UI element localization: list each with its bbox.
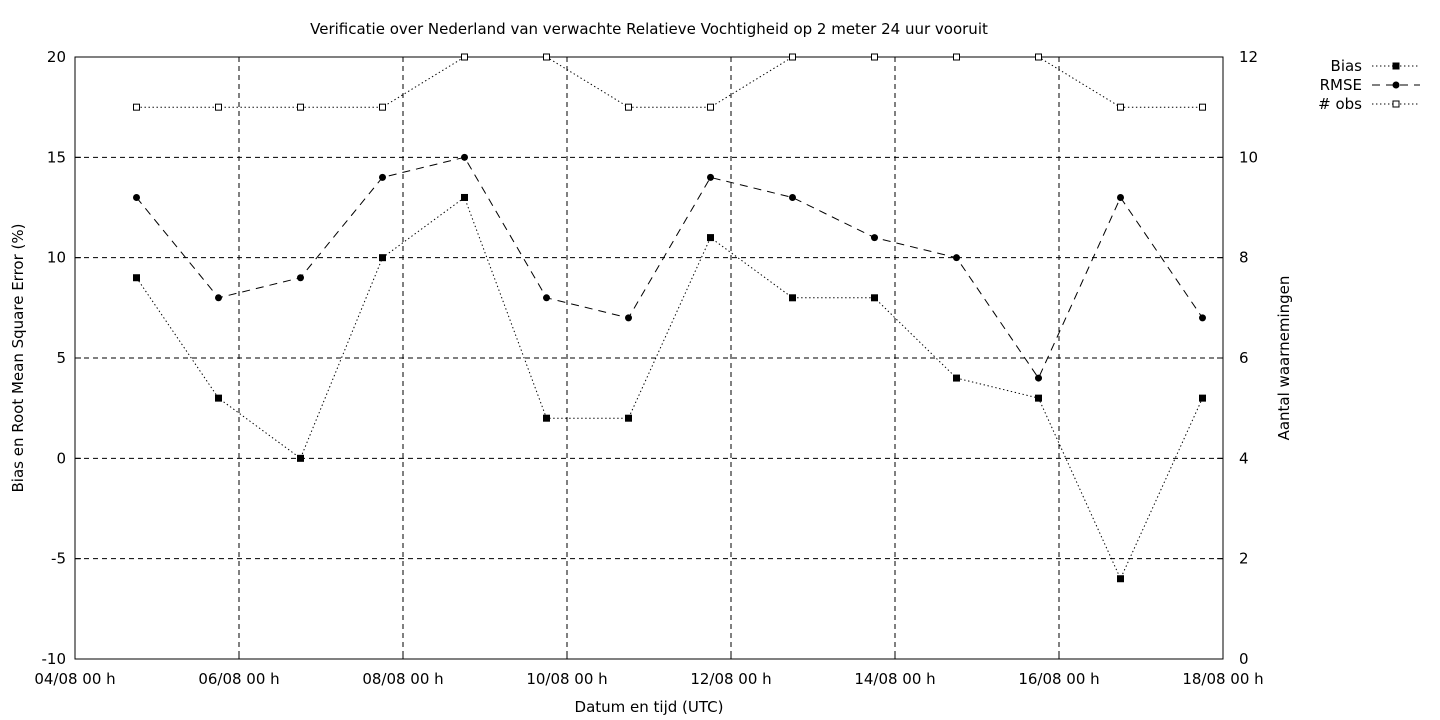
data-point-rmse	[543, 294, 550, 302]
y-tick-label: 20	[47, 48, 66, 66]
data-point-rmse	[871, 234, 878, 242]
y-tick-label: 15	[47, 148, 66, 166]
y-tick-label: 10	[47, 249, 66, 267]
data-point-obs	[543, 53, 550, 61]
x-tick-label: 04/08 00 h	[34, 670, 115, 688]
x-tick-label: 10/08 00 h	[526, 670, 607, 688]
y2-tick-label: 4	[1239, 449, 1249, 467]
data-point-bias	[543, 414, 550, 422]
series-rmse	[133, 153, 1206, 382]
data-point-rmse	[789, 193, 796, 201]
y2-tick-label: 12	[1239, 48, 1258, 66]
y2-tick-label: 8	[1239, 249, 1249, 267]
data-point-rmse	[1199, 314, 1206, 322]
data-point-rmse	[953, 254, 960, 262]
data-point-rmse	[1035, 374, 1042, 382]
data-point-rmse	[625, 314, 632, 322]
data-point-bias	[789, 294, 796, 302]
data-point-obs	[871, 53, 878, 61]
x-tick-label: 16/08 00 h	[1018, 670, 1099, 688]
data-point-bias	[1199, 394, 1206, 402]
data-point-bias	[133, 274, 140, 282]
series-layer	[133, 53, 1206, 583]
data-point-rmse	[707, 173, 714, 181]
data-point-rmse	[215, 294, 222, 302]
data-point-obs	[707, 103, 714, 111]
data-point-obs	[789, 53, 796, 61]
chart-title: Verificatie over Nederland van verwachte…	[310, 20, 988, 38]
x-axis-label: Datum en tijd (UTC)	[575, 698, 724, 716]
y2-axis-label: Aantal waarnemingen	[1275, 276, 1293, 441]
y-tick-label: 5	[56, 349, 66, 367]
series-bias	[133, 193, 1206, 583]
data-point-bias	[297, 454, 304, 462]
x-axis: 04/08 00 h 06/08 00 h 08/08 00 h 10/08 00 h…	[34, 653, 1264, 688]
x-tick-label: 12/08 00 h	[690, 670, 771, 688]
legend-marker-rmse	[1392, 81, 1400, 89]
y-tick-label: -10	[42, 650, 67, 668]
data-point-rmse	[1117, 193, 1124, 201]
data-point-bias	[215, 394, 222, 402]
legend-marker-bias	[1392, 62, 1400, 70]
legend-label-obs: # obs	[1318, 95, 1362, 113]
series-line-obs	[136, 56, 1203, 108]
data-point-obs	[1199, 103, 1206, 111]
data-point-rmse	[133, 193, 140, 201]
data-point-obs	[953, 53, 960, 61]
y2-tick-label: 6	[1239, 349, 1249, 367]
data-point-obs	[625, 103, 632, 111]
data-point-obs	[461, 53, 468, 61]
data-point-bias	[625, 414, 632, 422]
series-obs	[133, 53, 1206, 111]
data-point-bias	[1117, 575, 1124, 583]
grid	[75, 57, 1223, 659]
data-point-bias	[707, 234, 714, 242]
x-tick-label: 18/08 00 h	[1182, 670, 1263, 688]
y2-tick-label: 10	[1239, 148, 1258, 166]
y2-tick-label: 0	[1239, 650, 1249, 668]
y-axis-label: Bias en Root Mean Square Error (%)	[9, 224, 27, 493]
legend-label-rmse: RMSE	[1320, 76, 1362, 94]
data-point-obs	[1117, 103, 1124, 111]
x-tick-label: 06/08 00 h	[198, 670, 279, 688]
data-point-bias	[953, 374, 960, 382]
data-point-obs	[133, 103, 140, 111]
data-point-rmse	[379, 173, 386, 181]
data-point-bias	[871, 294, 878, 302]
x-tick-label: 08/08 00 h	[362, 670, 443, 688]
legend-label-bias: Bias	[1331, 57, 1363, 75]
data-point-bias	[1035, 394, 1042, 402]
series-line-rmse	[136, 156, 1203, 380]
x-tick-label: 14/08 00 h	[854, 670, 935, 688]
series-line-bias	[136, 196, 1203, 580]
y2-tick-label: 2	[1239, 550, 1249, 568]
data-point-bias	[461, 193, 468, 201]
data-point-rmse	[461, 153, 468, 161]
data-point-rmse	[297, 274, 304, 282]
y-tick-label: -5	[51, 550, 66, 568]
data-point-obs	[215, 103, 222, 111]
data-point-obs	[379, 103, 386, 111]
data-point-bias	[379, 254, 386, 262]
data-point-obs	[1035, 53, 1042, 61]
legend-marker-obs	[1392, 100, 1400, 108]
y2-axis: 0 2 4 6 8 10 12	[1217, 48, 1258, 668]
y-tick-label: 0	[56, 449, 66, 467]
y-axis: -10 -5 0 5 10 15 20	[42, 48, 81, 668]
data-point-obs	[297, 103, 304, 111]
